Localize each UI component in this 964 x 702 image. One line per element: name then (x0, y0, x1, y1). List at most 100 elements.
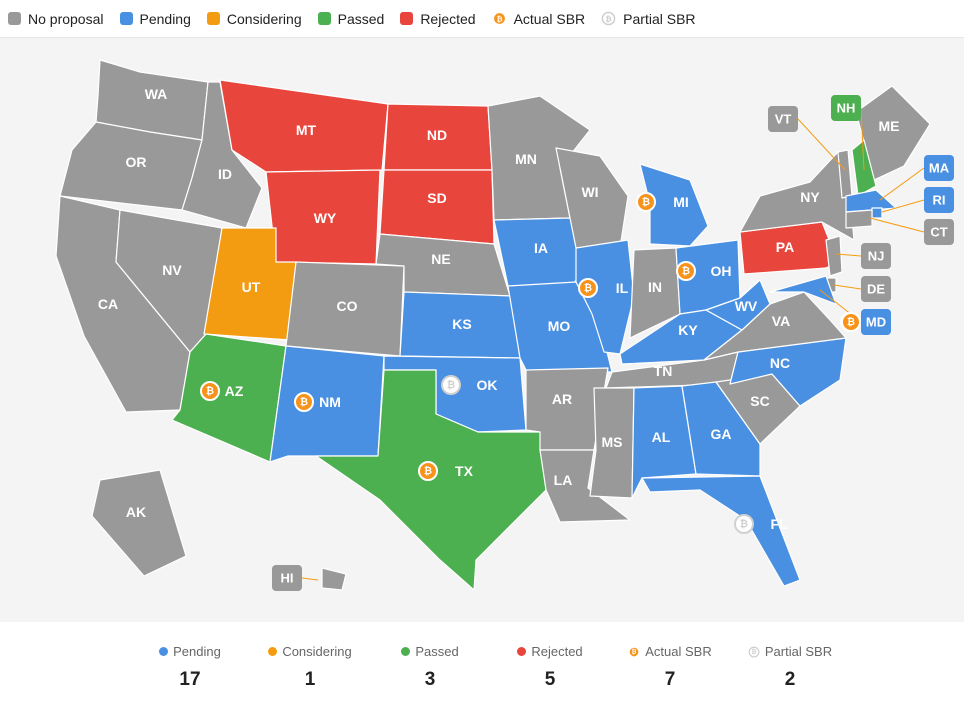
legend-swatch-considering (206, 12, 220, 25)
state-label-sc: SC (750, 393, 769, 409)
callout-de[interactable]: DE (861, 276, 891, 302)
state-label-sd: SD (427, 190, 446, 206)
bitcoin-icon-az: ₿ (200, 381, 220, 401)
state-nj[interactable] (825, 235, 843, 277)
state-label-fl: FL (770, 516, 788, 532)
leader-line-ma (879, 167, 925, 201)
bitcoin-icon-md: ₿ (841, 312, 861, 332)
svg-text:₿: ₿ (632, 648, 637, 655)
state-label-wy: WY (314, 210, 337, 226)
state-label-mt: MT (296, 122, 317, 138)
state-label-ms: MS (602, 434, 623, 450)
stat-partial-sbr: ₿ Partial SBR 2 (730, 644, 850, 691)
state-md[interactable] (769, 275, 837, 305)
legend-label: Actual SBR (513, 10, 586, 27)
state-la[interactable] (539, 449, 631, 523)
stat-label: Considering (282, 644, 352, 659)
state-label-va: VA (772, 313, 790, 329)
svg-text:₿: ₿ (847, 316, 855, 328)
us-map: WA OR CA NV ID MT WY UT CO AZ NM ND SD NE KS OK TX MN IA MO… (0, 38, 964, 622)
callout-label-nj: NJ (868, 249, 885, 264)
svg-text:₿: ₿ (447, 379, 455, 391)
state-label-ar: AR (552, 391, 572, 407)
state-al[interactable] (631, 385, 697, 499)
bitcoin-icon-oh: ₿ (676, 261, 696, 281)
stat-pending: Pending 17 (130, 644, 250, 691)
legend-item-partial-sbr[interactable]: ₿ Partial SBR (601, 11, 696, 27)
summary-stats: Pending 17 Considering 1 Passed 3 Reject… (0, 622, 964, 702)
state-label-az: AZ (225, 383, 244, 399)
stat-label: Actual SBR (645, 644, 712, 659)
stat-value: 7 (664, 669, 676, 690)
state-label-nd: ND (427, 127, 447, 143)
state-ak[interactable] (91, 469, 187, 577)
callout-label-nh: NH (837, 101, 856, 116)
bitcoin-icon: ₿ (628, 646, 640, 657)
legend-item-passed[interactable]: Passed (317, 11, 384, 27)
state-ga[interactable] (681, 381, 761, 477)
callout-nh[interactable]: NH (831, 95, 861, 121)
callout-vt[interactable]: VT (768, 106, 798, 132)
svg-text:₿: ₿ (740, 518, 748, 530)
callout-hi[interactable]: HI (272, 565, 302, 591)
stat-actual-sbr: ₿ Actual SBR 7 (610, 644, 730, 691)
callout-label-ct: CT (930, 225, 947, 240)
state-label-mi: MI (673, 194, 689, 210)
bitcoin-outline-icon-ok: ₿ (441, 375, 461, 395)
passed-dot-icon (401, 647, 411, 656)
callout-ma[interactable]: MA (924, 155, 954, 181)
state-label-id: ID (218, 166, 232, 182)
stat-passed: Passed 3 (370, 644, 490, 691)
callout-md[interactable]: MD (861, 309, 891, 335)
legend-swatch-rejected (400, 12, 414, 25)
callout-label-md: MD (866, 315, 886, 330)
callout-label-vt: VT (775, 112, 792, 127)
bitcoin-outline-icon-fl: ₿ (734, 514, 754, 534)
state-label-in: IN (648, 279, 662, 295)
bitcoin-outline-icon: ₿ (748, 646, 760, 657)
svg-text:₿: ₿ (206, 385, 214, 397)
state-label-ks: KS (452, 316, 471, 332)
callout-ri[interactable]: RI (924, 187, 954, 213)
legend-swatch-no-proposal (8, 12, 21, 25)
legend-item-actual-sbr[interactable]: ₿ Actual SBR (492, 10, 586, 27)
state-label-wa: WA (145, 86, 168, 102)
stat-label: Partial SBR (764, 644, 833, 659)
legend-item-pending[interactable]: Pending (119, 11, 191, 27)
legend-item-no-proposal[interactable]: No proposal (8, 11, 104, 27)
us-map-svg: WA OR CA NV ID MT WY UT CO AZ NM ND SD NE KS OK TX MN IA MO… (55, 59, 954, 591)
leader-line-nj (835, 253, 862, 257)
state-sd[interactable] (379, 169, 495, 245)
callout-nj[interactable]: NJ (861, 243, 891, 269)
legend-item-considering[interactable]: Considering (206, 11, 302, 27)
leader-line-nh (860, 107, 865, 171)
stat-label: Rejected (531, 644, 583, 659)
state-label-ca: CA (98, 296, 118, 312)
legend-swatch-passed (317, 12, 331, 25)
state-label-pa: PA (776, 239, 794, 255)
state-label-ok: OK (477, 377, 498, 393)
state-ms[interactable] (589, 387, 635, 499)
state-hi[interactable] (321, 567, 347, 591)
legend-label: No proposal (28, 10, 104, 27)
state-ri[interactable] (871, 207, 883, 219)
bitcoin-icon-tx: ₿ (418, 461, 438, 481)
bitcoin-icon-mi: ₿ (636, 192, 656, 212)
svg-text:₿: ₿ (424, 465, 432, 477)
bitcoin-icon-il: ₿ (578, 278, 598, 298)
callout-ct[interactable]: CT (924, 219, 954, 245)
state-label-or: OR (126, 154, 147, 170)
state-label-co: CO (337, 298, 358, 314)
rejected-dot-icon (517, 647, 527, 656)
legend-item-rejected[interactable]: Rejected (400, 11, 476, 27)
state-label-ut: UT (242, 279, 261, 295)
state-fl[interactable] (641, 475, 801, 587)
state-wv[interactable] (705, 279, 771, 331)
state-label-al: AL (652, 429, 671, 445)
callout-label-de: DE (867, 282, 885, 297)
state-label-nv: NV (162, 262, 182, 278)
leader-line-ri (881, 199, 925, 213)
stat-value: 3 (424, 669, 436, 690)
state-ct[interactable] (845, 209, 873, 229)
callout-label-hi: HI (281, 571, 294, 586)
